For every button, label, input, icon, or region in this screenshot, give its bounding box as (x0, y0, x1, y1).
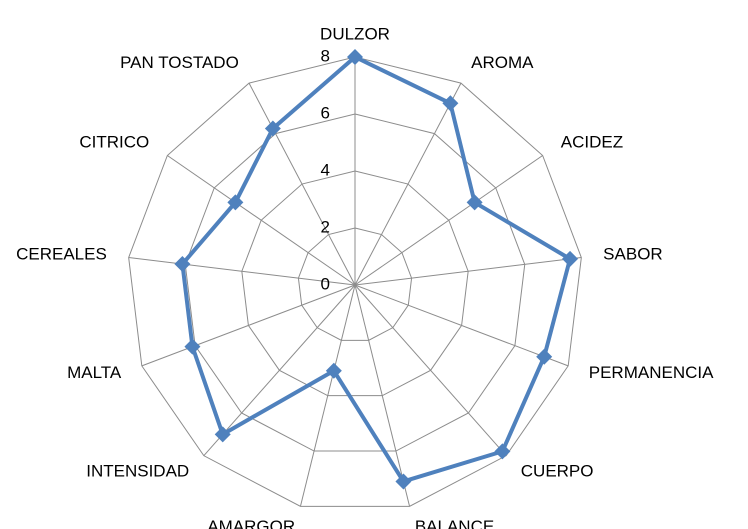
category-label: PERMANENCIA (589, 363, 714, 382)
marker (325, 362, 342, 379)
category-label: CEREALES (16, 244, 107, 263)
marker (174, 256, 191, 273)
marker (347, 49, 363, 65)
category-label: AMARGOR (207, 517, 295, 529)
category-label: CITRICO (79, 132, 149, 151)
spoke (354, 284, 411, 507)
grid-ring (297, 227, 413, 341)
tick-label: 8 (321, 46, 330, 65)
marker (184, 338, 201, 355)
spoke (354, 82, 462, 286)
category-label: INTENSIDAD (86, 462, 189, 481)
marker (214, 426, 231, 443)
spoke (354, 257, 582, 286)
spoke (299, 284, 356, 507)
marker (442, 95, 459, 112)
category-label: DULZOR (320, 24, 390, 43)
spoke (354, 284, 569, 367)
series-line (180, 55, 573, 484)
category-label: PAN TOSTADO (120, 53, 239, 72)
category-label: CUERPO (521, 462, 594, 481)
tick-label: 4 (321, 160, 330, 179)
tick-label: 0 (321, 274, 330, 293)
category-label: ACIDEZ (561, 132, 623, 151)
grid-ring (184, 113, 526, 452)
marker (227, 194, 244, 211)
tick-label: 6 (321, 103, 330, 122)
marker (264, 120, 281, 137)
grid-ring (128, 56, 582, 507)
marker (494, 443, 511, 460)
marker (562, 250, 579, 267)
category-label: SABOR (603, 244, 663, 263)
spoke (128, 257, 356, 286)
spoke (141, 284, 356, 367)
marker (395, 473, 412, 490)
grid-ring (241, 170, 469, 397)
category-label: BALANCE (415, 517, 494, 529)
spoke (167, 155, 356, 286)
category-label: AROMA (471, 53, 534, 72)
category-label: MALTA (67, 363, 122, 382)
spoke (354, 155, 543, 286)
spoke (248, 82, 356, 286)
marker (536, 348, 553, 365)
marker (466, 194, 483, 211)
spoke (203, 284, 356, 456)
tick-label: 2 (321, 217, 330, 236)
spoke (354, 284, 507, 456)
